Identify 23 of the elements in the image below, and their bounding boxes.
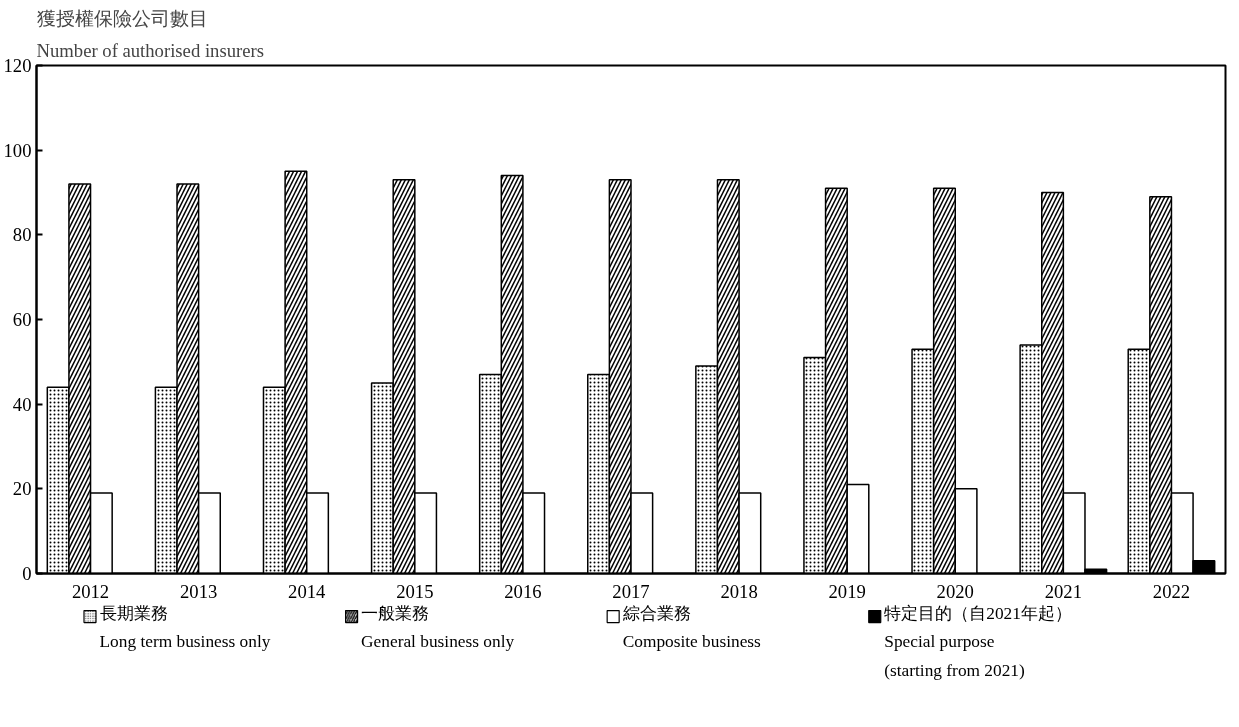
x-tick-label: 2018	[720, 580, 758, 602]
y-tick-label: 40	[12, 393, 32, 415]
y-tick-label: 80	[12, 224, 32, 246]
x-tick-label: 2012	[71, 580, 110, 602]
x-tick-label: 2015	[396, 580, 434, 602]
x-tick-label: 2019	[828, 580, 866, 602]
legend-label: 長期業務 Long term business only	[99, 603, 271, 652]
x-tick-label: 2020	[936, 580, 974, 602]
legend-label: 一般業務 General business only	[361, 603, 515, 652]
x-tick-label: 2014	[288, 580, 327, 602]
x-tick-label: 2016	[504, 580, 542, 602]
y-tick-label: 60	[12, 309, 32, 330]
y-tick-label: 0	[22, 563, 32, 584]
y-tick-label: 20	[12, 478, 32, 500]
x-tick-label: 2013	[179, 580, 218, 602]
x-tick-label: 2017	[612, 580, 650, 602]
legend-label: 綜合業務 Composite business	[621, 603, 762, 652]
y-tick-label: 100	[3, 139, 32, 161]
x-tick-label: 2022	[1152, 580, 1191, 602]
y-tick-label: 120	[3, 55, 32, 76]
x-tick-label: 2021	[1044, 580, 1083, 602]
legend-label: 特定目的（自2021年起） Special purpose (starting from 2021)	[884, 603, 1072, 680]
y-axis-title: 獲授權保險公司數目 Number of authorised insurers	[36, 8, 264, 61]
